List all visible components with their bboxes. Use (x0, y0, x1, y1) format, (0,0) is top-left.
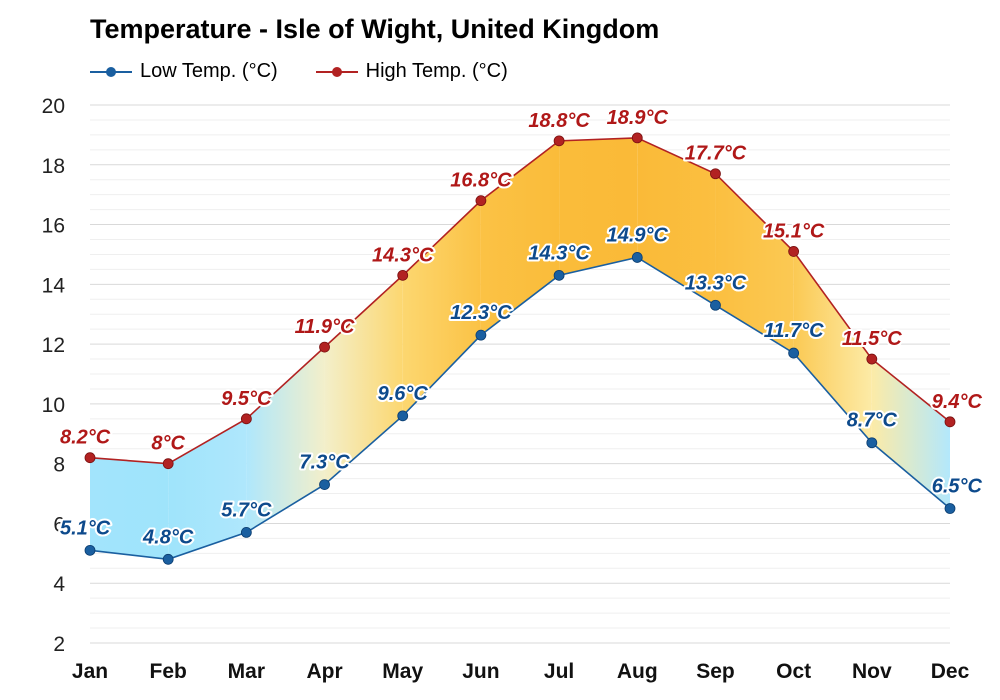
y-tick-label: 18 (42, 155, 65, 178)
low-temp-label: 13.3°C (685, 272, 747, 294)
low-temp-point[interactable] (631, 252, 643, 263)
high-temp-point[interactable] (866, 353, 878, 365)
chart-title: Temperature - Isle of Wight, United King… (90, 14, 660, 44)
high-temp-point[interactable] (240, 413, 252, 425)
temperature-band-segment (793, 251, 872, 443)
month-label-oct: Oct (776, 660, 811, 683)
high-temp-point[interactable] (397, 269, 409, 281)
y-tick-label: 16 (42, 215, 65, 238)
low-temp-label: 12.3°C (450, 302, 512, 324)
month-label-dec: Dec (931, 660, 970, 683)
low-temp-label: 4.8°C (142, 526, 194, 548)
legend: Low Temp. (°C) High Temp. (°C) (90, 60, 508, 83)
high-temp-point[interactable] (162, 458, 174, 470)
y-tick-label: 6 (53, 513, 65, 536)
low-temp-point[interactable] (710, 299, 721, 311)
y-tick-label: 20 (42, 95, 65, 118)
low-temp-label: 14.3°C (528, 242, 590, 264)
high-temp-label: 8°C (151, 433, 185, 455)
legend-swatch-high (315, 66, 358, 77)
high-temp-point[interactable] (788, 246, 800, 257)
month-label-apr: Apr (306, 660, 342, 683)
high-temp-label: 14.3°C (372, 244, 434, 266)
temperature-band-segment (637, 137, 716, 306)
high-temp-point[interactable] (319, 341, 330, 353)
legend-item-low[interactable]: Low Temp. (°C) (90, 60, 278, 83)
temperature-band-segment (715, 173, 794, 354)
high-temp-point[interactable] (475, 195, 487, 207)
high-temp-label: 15.1°C (763, 220, 825, 242)
low-temp-point[interactable] (944, 503, 956, 514)
y-tick-label: 10 (42, 394, 65, 417)
high-temp-point[interactable] (710, 168, 721, 180)
legend-swatch-low (90, 66, 132, 77)
high-temp-label: 18.9°C (607, 107, 669, 129)
low-temp-point[interactable] (397, 410, 409, 422)
low-temp-label: 9.6°C (378, 383, 429, 405)
temperature-band-segment (168, 418, 247, 560)
high-temp-label: 9.4°C (932, 391, 983, 413)
low-temp-point[interactable] (788, 347, 800, 359)
temperature-band-segment (90, 457, 169, 560)
month-label-mar: Mar (228, 660, 265, 683)
legend-item-high[interactable]: High Temp. (°C) (315, 60, 508, 83)
y-tick-label: 12 (42, 334, 65, 357)
high-temp-label: 11.5°C (842, 328, 902, 350)
month-label-nov: Nov (852, 660, 892, 683)
low-temp-point[interactable] (240, 527, 252, 538)
low-temp-point[interactable] (475, 329, 487, 341)
high-temp-label: 17.7°C (685, 143, 747, 165)
temperature-band-segment (402, 200, 481, 416)
low-temp-point[interactable] (162, 553, 174, 565)
high-temp-label: 16.8°C (450, 170, 512, 192)
low-temp-point[interactable] (84, 544, 96, 556)
month-label-jan: Jan (72, 660, 108, 683)
high-temp-point[interactable] (631, 132, 643, 144)
month-label-sep: Sep (696, 660, 735, 683)
month-label-jun: Jun (462, 660, 499, 683)
low-temp-label: 14.9°C (607, 224, 669, 246)
high-temp-label: 11.9°C (295, 316, 355, 338)
y-tick-label: 2 (53, 633, 65, 656)
y-tick-label: 14 (42, 274, 66, 297)
high-temp-label: 8.2°C (60, 427, 111, 449)
month-label-aug: Aug (617, 660, 658, 683)
low-temp-label: 8.7°C (847, 410, 898, 432)
high-temp-label: 9.5°C (221, 388, 272, 410)
high-temp-point[interactable] (553, 135, 565, 147)
low-temp-label: 7.3°C (299, 452, 350, 474)
month-label-feb: Feb (150, 660, 187, 683)
low-temp-line (89, 256, 951, 561)
legend-label-low: Low Temp. (°C) (140, 60, 278, 82)
low-temp-point[interactable] (319, 479, 330, 490)
temperature-band-segment (559, 137, 638, 276)
temperature-band-segment (246, 347, 325, 533)
high-temp-point[interactable] (944, 416, 956, 428)
low-temp-label: 5.1°C (60, 517, 111, 539)
high-temp-point[interactable] (84, 452, 96, 464)
low-temp-point[interactable] (866, 437, 878, 449)
legend-label-high: High Temp. (°C) (365, 60, 508, 82)
temperature-band-segment (480, 140, 560, 336)
month-label-may: May (382, 660, 423, 683)
y-tick-label: 8 (53, 454, 65, 477)
low-temp-label: 11.7°C (764, 320, 824, 342)
low-temp-point[interactable] (553, 269, 565, 281)
high-temp-line (89, 137, 951, 465)
month-label-jul: Jul (544, 660, 574, 683)
low-temp-label: 5.7°C (221, 499, 272, 521)
y-tick-label: 4 (53, 573, 65, 596)
temperature-band-segment (871, 359, 950, 509)
low-temp-label: 6.5°C (932, 476, 983, 498)
high-temp-label: 18.8°C (528, 110, 590, 132)
